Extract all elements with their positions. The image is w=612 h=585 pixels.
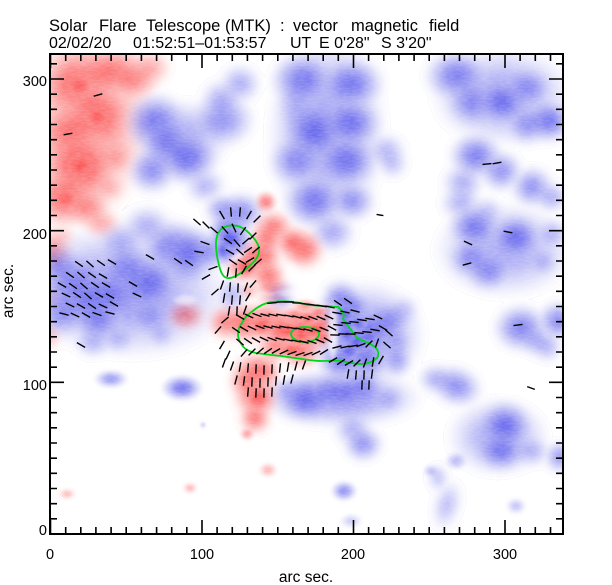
svg-text:Flare: Flare — [99, 17, 137, 35]
svg-text:S 3'20": S 3'20" — [381, 35, 432, 52]
svg-text:200: 200 — [23, 227, 47, 243]
svg-text::: : — [280, 17, 285, 35]
svg-text:02/02/20: 02/02/20 — [49, 35, 111, 52]
svg-text:field: field — [429, 17, 459, 35]
svg-text:0: 0 — [39, 523, 47, 539]
svg-text:300: 300 — [23, 74, 47, 90]
svg-text:300: 300 — [493, 547, 517, 563]
svg-text:arc sec.: arc sec. — [0, 264, 17, 318]
svg-text:E 0'28": E 0'28" — [319, 35, 370, 52]
svg-text:(MTK): (MTK) — [225, 17, 271, 35]
svg-text:Solar: Solar — [49, 17, 88, 35]
svg-text:01:52:51–01:53:57: 01:52:51–01:53:57 — [133, 35, 267, 52]
svg-text:arc sec.: arc sec. — [279, 569, 333, 585]
svg-text:100: 100 — [23, 378, 47, 394]
svg-text:100: 100 — [190, 547, 214, 563]
svg-text:vector: vector — [293, 17, 338, 35]
svg-text:Telescope: Telescope — [146, 17, 220, 35]
svg-text:0: 0 — [46, 547, 54, 563]
svg-text:200: 200 — [341, 547, 365, 563]
svg-text:UT: UT — [290, 35, 312, 52]
svg-text:magnetic: magnetic — [351, 17, 418, 35]
